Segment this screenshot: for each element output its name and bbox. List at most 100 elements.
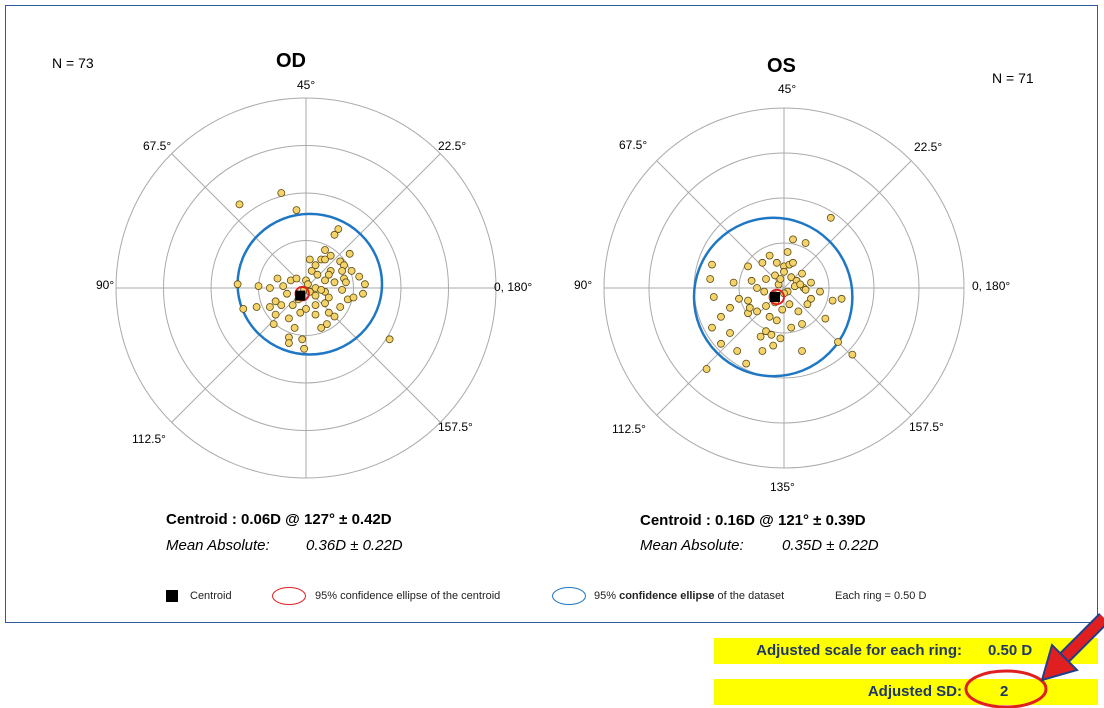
os-data-point bbox=[726, 303, 734, 312]
od-data-point bbox=[284, 339, 293, 348]
os-spoke-135 bbox=[656, 160, 785, 289]
os-data-point bbox=[744, 296, 752, 305]
od-data-point bbox=[336, 303, 345, 311]
os-data-point bbox=[744, 262, 752, 271]
os-data-point bbox=[742, 359, 751, 368]
os-centroid-marker bbox=[770, 292, 780, 302]
os-data-point bbox=[762, 302, 770, 310]
os-mean-abs-label: Mean Absolute: bbox=[640, 537, 744, 554]
od-data-point bbox=[311, 291, 320, 300]
os-dataset-ellipse bbox=[692, 216, 854, 378]
os-data-point bbox=[803, 300, 812, 309]
os-data-point bbox=[760, 287, 769, 296]
os-data-point bbox=[702, 365, 711, 373]
os-angle-90: 90° bbox=[574, 278, 593, 292]
os-data-point bbox=[753, 284, 761, 292]
od-data-point bbox=[313, 270, 322, 279]
od-angle-45: 45° bbox=[297, 78, 316, 92]
od-centroid-marker bbox=[295, 290, 306, 301]
os-data-point bbox=[789, 235, 797, 244]
od-data-point bbox=[349, 293, 358, 302]
os-data-point bbox=[801, 239, 810, 247]
os-data-point bbox=[787, 323, 796, 332]
os-data-point bbox=[798, 320, 806, 328]
legend-dataset-ellipse-label: 95% confidence ellipse of the dataset bbox=[594, 590, 785, 602]
od-data-point bbox=[284, 314, 293, 323]
od-data-point bbox=[283, 289, 291, 298]
os-data-point bbox=[772, 316, 781, 325]
legend-centroid-label: Centroid bbox=[190, 590, 232, 602]
od-spoke-45 bbox=[305, 153, 441, 289]
od-data-point bbox=[254, 282, 263, 291]
os-spoke-315 bbox=[783, 287, 912, 416]
legend-centroid-ellipse-swatch bbox=[272, 587, 306, 605]
od-data-point bbox=[355, 272, 364, 281]
od-spoke-225 bbox=[171, 287, 307, 423]
os-data-point bbox=[717, 339, 725, 348]
os-data-point bbox=[708, 323, 716, 332]
od-spoke-135 bbox=[171, 153, 307, 289]
os-angle-157-5: 157.5° bbox=[909, 420, 944, 434]
od-angle-90: 90° bbox=[96, 278, 115, 292]
od-data-point bbox=[302, 304, 310, 313]
os-data-point bbox=[706, 275, 715, 283]
od-angle-22-5: 22.5° bbox=[438, 139, 467, 153]
os-data-point bbox=[708, 260, 716, 269]
scale-setting-label: Adjusted scale for each ring: bbox=[756, 642, 962, 659]
od-data-point bbox=[298, 335, 307, 344]
od-data-point bbox=[307, 266, 316, 275]
sd-setting-row: Adjusted SD: 2 bbox=[714, 679, 1098, 705]
os-data-point bbox=[837, 294, 846, 303]
od-data-point bbox=[324, 293, 333, 302]
od-n-label: N = 73 bbox=[52, 55, 94, 71]
od-title: OD bbox=[276, 50, 306, 72]
od-data-point bbox=[359, 289, 367, 298]
od-data-point bbox=[341, 278, 350, 287]
os-data-point bbox=[798, 269, 806, 278]
od-data-point bbox=[290, 323, 299, 332]
os-data-point bbox=[756, 332, 765, 341]
os-data-point bbox=[735, 294, 743, 303]
od-data-point bbox=[233, 280, 242, 289]
od-data-point bbox=[338, 285, 347, 294]
os-data-point bbox=[717, 312, 725, 321]
os-data-point bbox=[709, 293, 718, 301]
od-data-point bbox=[330, 278, 339, 287]
od-data-point bbox=[252, 303, 261, 311]
os-data-point bbox=[767, 330, 776, 339]
os-data-point bbox=[834, 338, 842, 346]
os-data-point bbox=[772, 258, 781, 267]
os-spoke-45 bbox=[783, 160, 912, 289]
os-data-point bbox=[789, 258, 797, 267]
od-data-point bbox=[338, 266, 347, 275]
od-data-point bbox=[235, 200, 244, 209]
os-data-point bbox=[785, 300, 794, 309]
od-data-point bbox=[330, 230, 339, 239]
os-data-point bbox=[794, 307, 803, 316]
od-angle-0-180: 0, 180° bbox=[494, 280, 533, 294]
od-data-point bbox=[317, 323, 326, 332]
os-n-label: N = 71 bbox=[992, 70, 1034, 86]
scale-setting-value[interactable]: 0.50 D bbox=[988, 642, 1033, 659]
os-data-point bbox=[848, 350, 857, 359]
os-data-point bbox=[780, 267, 788, 276]
od-data-point bbox=[311, 310, 320, 319]
od-data-point bbox=[265, 303, 274, 311]
od-centroid-text: Centroid : 0.06D @ 127° ± 0.42D bbox=[166, 511, 392, 528]
os-centroid-ellipse bbox=[768, 288, 785, 306]
os-data-point bbox=[821, 314, 830, 323]
os-data-point bbox=[745, 303, 754, 312]
od-data-point bbox=[317, 285, 326, 294]
od-data-point bbox=[385, 335, 394, 344]
legend-dataset-ellipse-swatch bbox=[552, 587, 586, 605]
os-data-point bbox=[765, 251, 774, 260]
sd-setting-value[interactable]: 2 bbox=[1000, 683, 1009, 700]
os-data-point bbox=[796, 280, 805, 289]
os-data-point bbox=[783, 248, 792, 256]
od-data-point bbox=[322, 320, 331, 329]
od-data-point bbox=[305, 255, 314, 264]
od-data-point bbox=[303, 280, 312, 289]
od-data-point bbox=[321, 255, 329, 264]
od-data-point bbox=[321, 299, 329, 308]
